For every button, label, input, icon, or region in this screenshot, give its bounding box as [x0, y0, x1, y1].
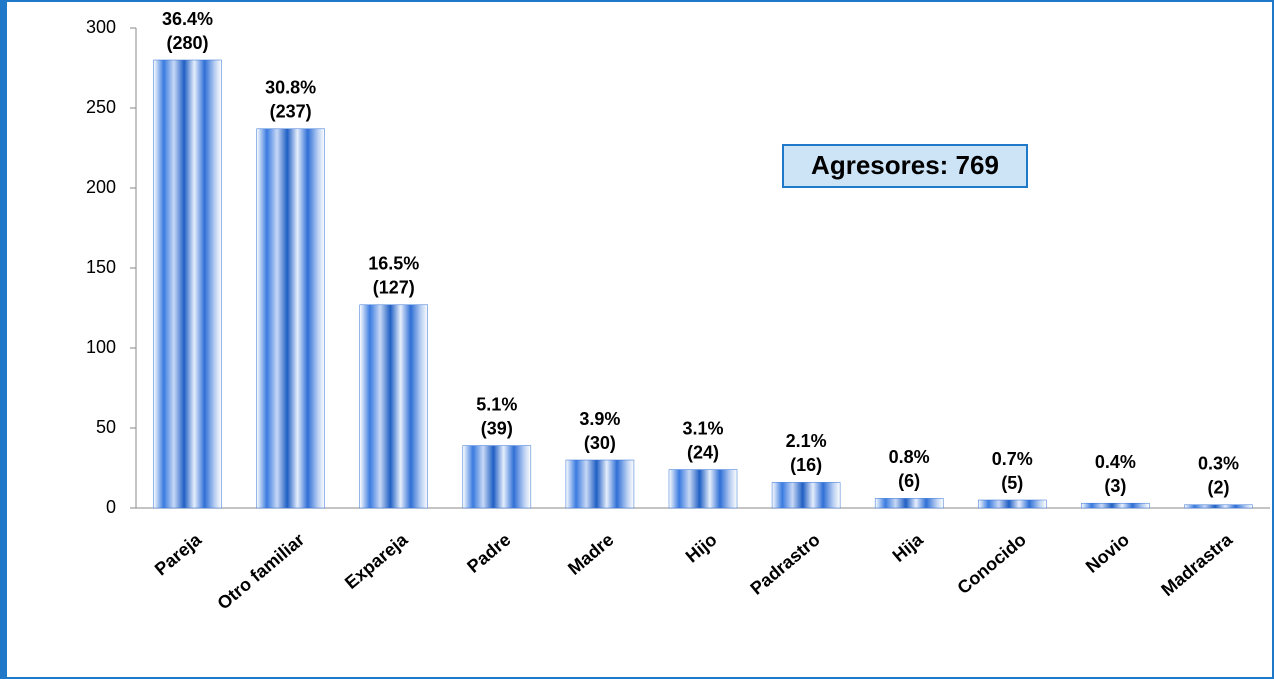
y-tick-label: 100 [86, 337, 116, 357]
percent-label: 30.8% [265, 78, 316, 98]
x-tick-label: Madrastra [1157, 529, 1237, 600]
percent-label: 2.1% [786, 431, 827, 451]
value-label: (2) [1207, 478, 1229, 498]
y-tick-label: 50 [96, 417, 116, 437]
percent-label: 36.4% [162, 9, 213, 29]
x-tick-label: Conocido [953, 529, 1029, 598]
x-tick-label: Otro familiar [213, 529, 308, 613]
y-tick-label: 200 [86, 177, 116, 197]
bar [1081, 502, 1150, 509]
y-tick-label: 300 [86, 17, 116, 37]
percent-label: 3.1% [682, 418, 723, 438]
percent-label: 0.4% [1095, 452, 1136, 472]
value-label: (280) [167, 33, 209, 53]
x-tick-label: Madre [564, 529, 617, 578]
frame-left-bar [2, 2, 7, 677]
bar [668, 469, 738, 509]
y-tick-label: 0 [106, 497, 116, 517]
bar [1184, 504, 1253, 509]
x-tick-label: Padre [463, 529, 514, 576]
x-tick-label: Padrastro [746, 529, 823, 598]
value-label: (30) [584, 433, 616, 453]
bar [153, 59, 222, 509]
percent-label: 0.7% [992, 449, 1033, 469]
bar [359, 304, 428, 509]
value-label: (3) [1104, 476, 1126, 496]
value-label: (16) [790, 455, 822, 475]
x-tick-label: Pareja [151, 529, 206, 580]
bar [462, 445, 532, 509]
y-tick-label: 250 [86, 97, 116, 117]
annotation-box [782, 144, 1028, 188]
x-tick-label: Expareja [341, 529, 412, 593]
bar [978, 499, 1047, 509]
percent-label: 0.8% [889, 447, 930, 467]
bar [771, 482, 841, 509]
value-label: (6) [898, 471, 920, 491]
percent-label: 3.9% [579, 409, 620, 429]
value-label: (5) [1001, 473, 1023, 493]
bar [874, 498, 944, 509]
percent-label: 0.3% [1198, 454, 1239, 474]
y-tick-label: 150 [86, 257, 116, 277]
value-label: (237) [270, 102, 312, 122]
percent-label: 16.5% [368, 254, 419, 274]
percent-label: 5.1% [476, 394, 517, 414]
bar [256, 128, 325, 509]
value-label: (127) [373, 278, 415, 298]
value-label: (24) [687, 442, 719, 462]
bar [565, 459, 635, 509]
x-tick-label: Hija [889, 529, 928, 566]
x-tick-label: Novio [1082, 529, 1133, 576]
x-tick-label: Hijo [682, 529, 721, 566]
value-label: (39) [481, 418, 513, 438]
annotation: Agresores: 769 [811, 150, 999, 180]
